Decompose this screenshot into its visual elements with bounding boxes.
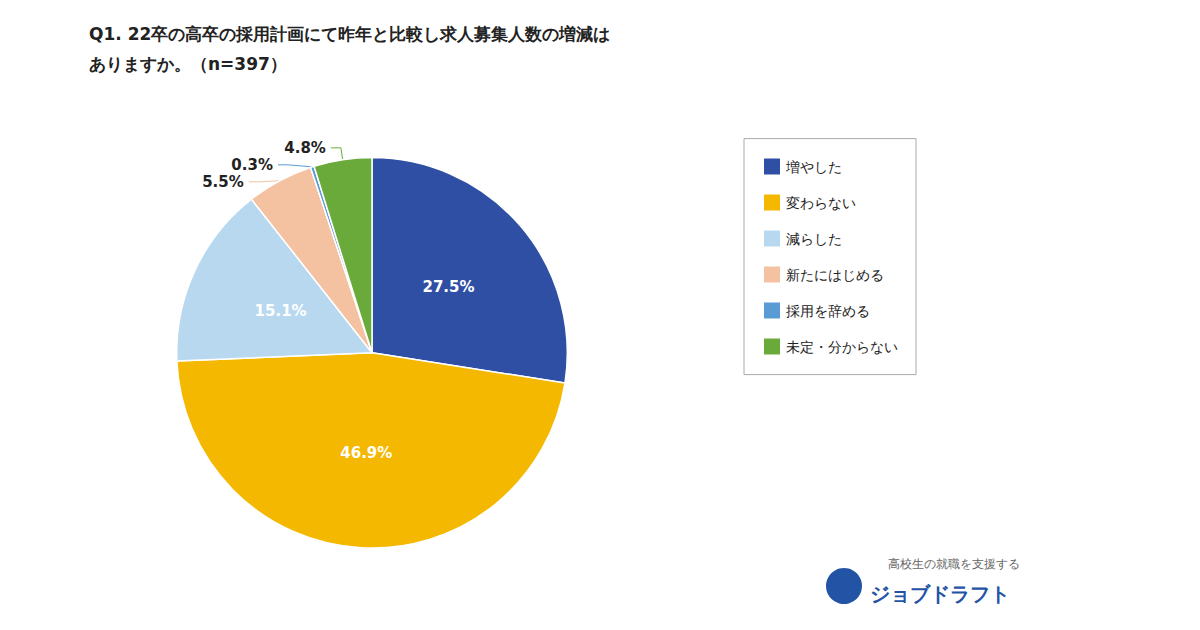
- svg-text:ありますか。（n=397）: ありますか。（n=397）: [89, 54, 287, 74]
- svg-text:Q1. 22卒の高卒の採用計画にて昨年と比較し求人募集人数の: Q1. 22卒の高卒の採用計画にて昨年と比較し求人募集人数の増減は: [89, 24, 610, 44]
- svg-text:新たにはじめる: 新たにはじめる: [786, 267, 884, 283]
- svg-text:27.5%: 27.5%: [422, 278, 474, 296]
- svg-text:ジョブドラフト: ジョブドラフト: [870, 582, 1010, 606]
- svg-text:15.1%: 15.1%: [255, 302, 307, 320]
- svg-text:減らした: 減らした: [786, 231, 842, 247]
- svg-text:増やした: 増やした: [785, 159, 842, 175]
- svg-text:未定・分からない: 未定・分からない: [786, 339, 898, 355]
- svg-text:採用を辞める: 採用を辞める: [786, 303, 870, 319]
- svg-text:46.9%: 46.9%: [340, 444, 392, 462]
- svg-text:高校生の就職を支援する: 高校生の就職を支援する: [888, 557, 1020, 571]
- svg-text:変わらない: 変わらない: [786, 195, 856, 211]
- svg-text:4.8%: 4.8%: [284, 139, 326, 157]
- svg-text:0.3%: 0.3%: [231, 156, 273, 174]
- svg-text:5.5%: 5.5%: [202, 173, 244, 191]
